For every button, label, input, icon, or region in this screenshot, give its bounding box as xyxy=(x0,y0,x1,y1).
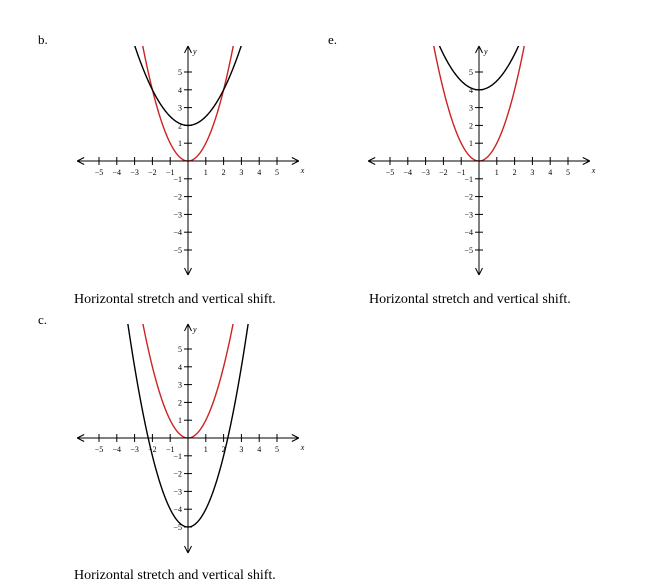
axis-arrow-icon xyxy=(184,323,192,332)
y-tick-label: −4 xyxy=(173,505,182,514)
axis-arrow-icon xyxy=(367,157,376,165)
x-tick-label: −1 xyxy=(166,168,175,177)
x-tick-label: 4 xyxy=(257,168,261,177)
y-axis-label: y xyxy=(192,325,197,334)
x-tick-label: 4 xyxy=(257,445,261,454)
axis-arrow-icon xyxy=(184,45,192,54)
y-tick-label: −1 xyxy=(464,175,473,184)
x-tick-label: −4 xyxy=(404,168,413,177)
x-axis-label: x xyxy=(591,166,596,175)
y-tick-label: −5 xyxy=(464,246,473,255)
x-tick-label: −5 xyxy=(386,168,395,177)
y-tick-label: −4 xyxy=(464,228,473,237)
axis-arrow-icon xyxy=(291,157,300,165)
y-axis-label: y xyxy=(483,47,488,56)
x-tick-label: −1 xyxy=(457,168,466,177)
x-tick-label: 5 xyxy=(275,445,279,454)
y-tick-label: 4 xyxy=(469,86,473,95)
y-tick-label: −3 xyxy=(173,210,182,219)
axis-arrow-icon xyxy=(291,434,300,442)
x-tick-label: −2 xyxy=(439,168,448,177)
x-tick-label: 5 xyxy=(275,168,279,177)
y-tick-label: −3 xyxy=(464,210,473,219)
y-tick-label: −5 xyxy=(173,523,182,532)
y-tick-label: 2 xyxy=(469,121,473,130)
y-tick-label: −2 xyxy=(173,193,182,202)
axis-arrow-icon xyxy=(76,434,85,442)
y-tick-label: −3 xyxy=(173,487,182,496)
axis-arrow-icon xyxy=(475,45,483,54)
y-tick-label: 5 xyxy=(178,68,182,77)
y-tick-label: 4 xyxy=(178,363,182,372)
x-tick-label: 4 xyxy=(548,168,552,177)
x-tick-label: −4 xyxy=(113,168,122,177)
y-tick-label: 3 xyxy=(178,104,182,113)
y-tick-label: −1 xyxy=(173,452,182,461)
axis-arrow-icon xyxy=(475,267,483,276)
x-tick-label: 3 xyxy=(239,445,243,454)
x-axis-label: x xyxy=(300,166,305,175)
caption-panel-e: Horizontal stretch and vertical shift. xyxy=(369,292,571,307)
axis-arrow-icon xyxy=(76,157,85,165)
y-tick-label: −4 xyxy=(173,228,182,237)
y-tick-label: 5 xyxy=(469,68,473,77)
panel-label-c: c. xyxy=(38,312,48,327)
panel-label-e: e. xyxy=(328,32,338,47)
y-tick-label: 2 xyxy=(178,398,182,407)
axis-arrow-icon xyxy=(582,157,591,165)
y-tick-label: 3 xyxy=(178,381,182,390)
x-tick-label: −3 xyxy=(130,168,139,177)
x-tick-label: −4 xyxy=(113,445,122,454)
x-tick-label: 2 xyxy=(222,445,226,454)
y-axis-label: y xyxy=(192,47,197,56)
y-tick-label: 1 xyxy=(178,416,182,425)
y-tick-label: 1 xyxy=(178,139,182,148)
x-tick-label: −1 xyxy=(166,445,175,454)
axis-arrow-icon xyxy=(184,545,192,554)
y-tick-label: −1 xyxy=(173,175,182,184)
y-tick-label: −2 xyxy=(173,470,182,479)
caption-panel-b: Horizontal stretch and vertical shift. xyxy=(74,292,276,307)
x-tick-label: −5 xyxy=(95,445,104,454)
caption-panel-c: Horizontal stretch and vertical shift. xyxy=(74,568,276,583)
panel-label-b: b. xyxy=(38,32,48,47)
y-tick-label: −5 xyxy=(173,246,182,255)
y-tick-label: 1 xyxy=(469,139,473,148)
x-tick-label: 1 xyxy=(495,168,499,177)
x-tick-label: 2 xyxy=(513,168,517,177)
y-tick-label: 2 xyxy=(178,121,182,130)
x-tick-label: 3 xyxy=(239,168,243,177)
x-tick-label: −2 xyxy=(148,445,157,454)
y-tick-label: 3 xyxy=(469,104,473,113)
x-tick-label: 2 xyxy=(222,168,226,177)
y-tick-label: −2 xyxy=(464,193,473,202)
x-tick-label: 3 xyxy=(530,168,534,177)
axis-arrow-icon xyxy=(184,267,192,276)
y-tick-label: 5 xyxy=(178,345,182,354)
x-tick-label: 1 xyxy=(204,445,208,454)
x-axis-label: x xyxy=(300,443,305,452)
x-tick-label: −3 xyxy=(421,168,430,177)
x-tick-label: −3 xyxy=(130,445,139,454)
x-tick-label: 1 xyxy=(204,168,208,177)
x-tick-label: −5 xyxy=(95,168,104,177)
x-tick-label: 5 xyxy=(566,168,570,177)
x-tick-label: −2 xyxy=(148,168,157,177)
y-tick-label: 4 xyxy=(178,86,182,95)
